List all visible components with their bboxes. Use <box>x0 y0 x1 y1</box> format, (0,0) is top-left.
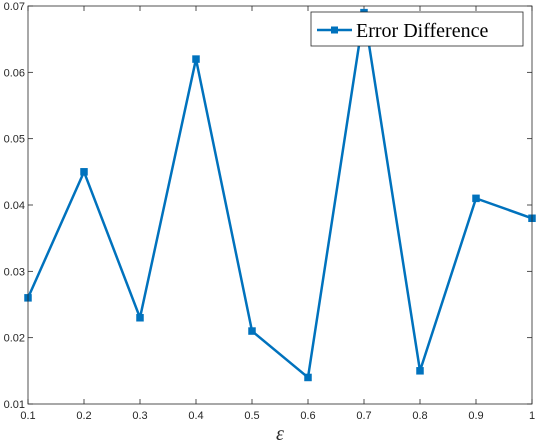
legend-box <box>310 11 524 47</box>
data-point-marker <box>192 55 200 63</box>
legend: Error Difference <box>310 11 524 47</box>
plot-area <box>28 6 532 404</box>
x-axis-label: ε <box>276 423 284 445</box>
legend-label: Error Difference <box>356 20 488 42</box>
data-point-marker <box>416 367 424 375</box>
y-tick-label: 0.01 <box>4 399 25 411</box>
y-tick-label: 0.06 <box>4 67 25 79</box>
x-tick-label: 0.1 <box>20 410 35 422</box>
x-tick-label: 0.5 <box>244 410 259 422</box>
x-axis-ticks: 0.1 0.2 0.3 0.4 0.5 0.6 0.7 0.8 0.9 1 <box>20 6 535 422</box>
data-point-marker <box>472 194 480 203</box>
x-tick-label: 0.6 <box>300 410 315 422</box>
x-tick-label: 0.4 <box>188 410 203 422</box>
series-line <box>26 11 533 379</box>
data-point-marker <box>136 314 144 322</box>
x-tick-label: 0.8 <box>412 410 427 422</box>
x-tick-label: 0.7 <box>356 410 371 422</box>
x-tick-label: 0.9 <box>468 410 483 422</box>
y-tick-label: 0.02 <box>4 333 25 345</box>
x-tick-label: 0.2 <box>76 410 91 422</box>
y-axis-ticks: 0.01 0.02 0.03 0.04 0.05 0.06 0.07 <box>4 1 532 411</box>
x-tick-label: 1 <box>529 410 535 422</box>
plot-frame <box>27 5 533 405</box>
y-tick-label: 0.05 <box>4 134 25 146</box>
legend-marker-swatch <box>331 26 338 34</box>
x-tick-label: 0.3 <box>132 410 147 422</box>
data-point-marker <box>248 327 256 335</box>
y-tick-label: 0.03 <box>4 266 25 278</box>
y-tick-label: 0.07 <box>4 1 25 13</box>
y-tick-label: 0.04 <box>4 200 25 212</box>
data-point-marker <box>80 168 88 176</box>
data-point-marker <box>304 373 312 382</box>
